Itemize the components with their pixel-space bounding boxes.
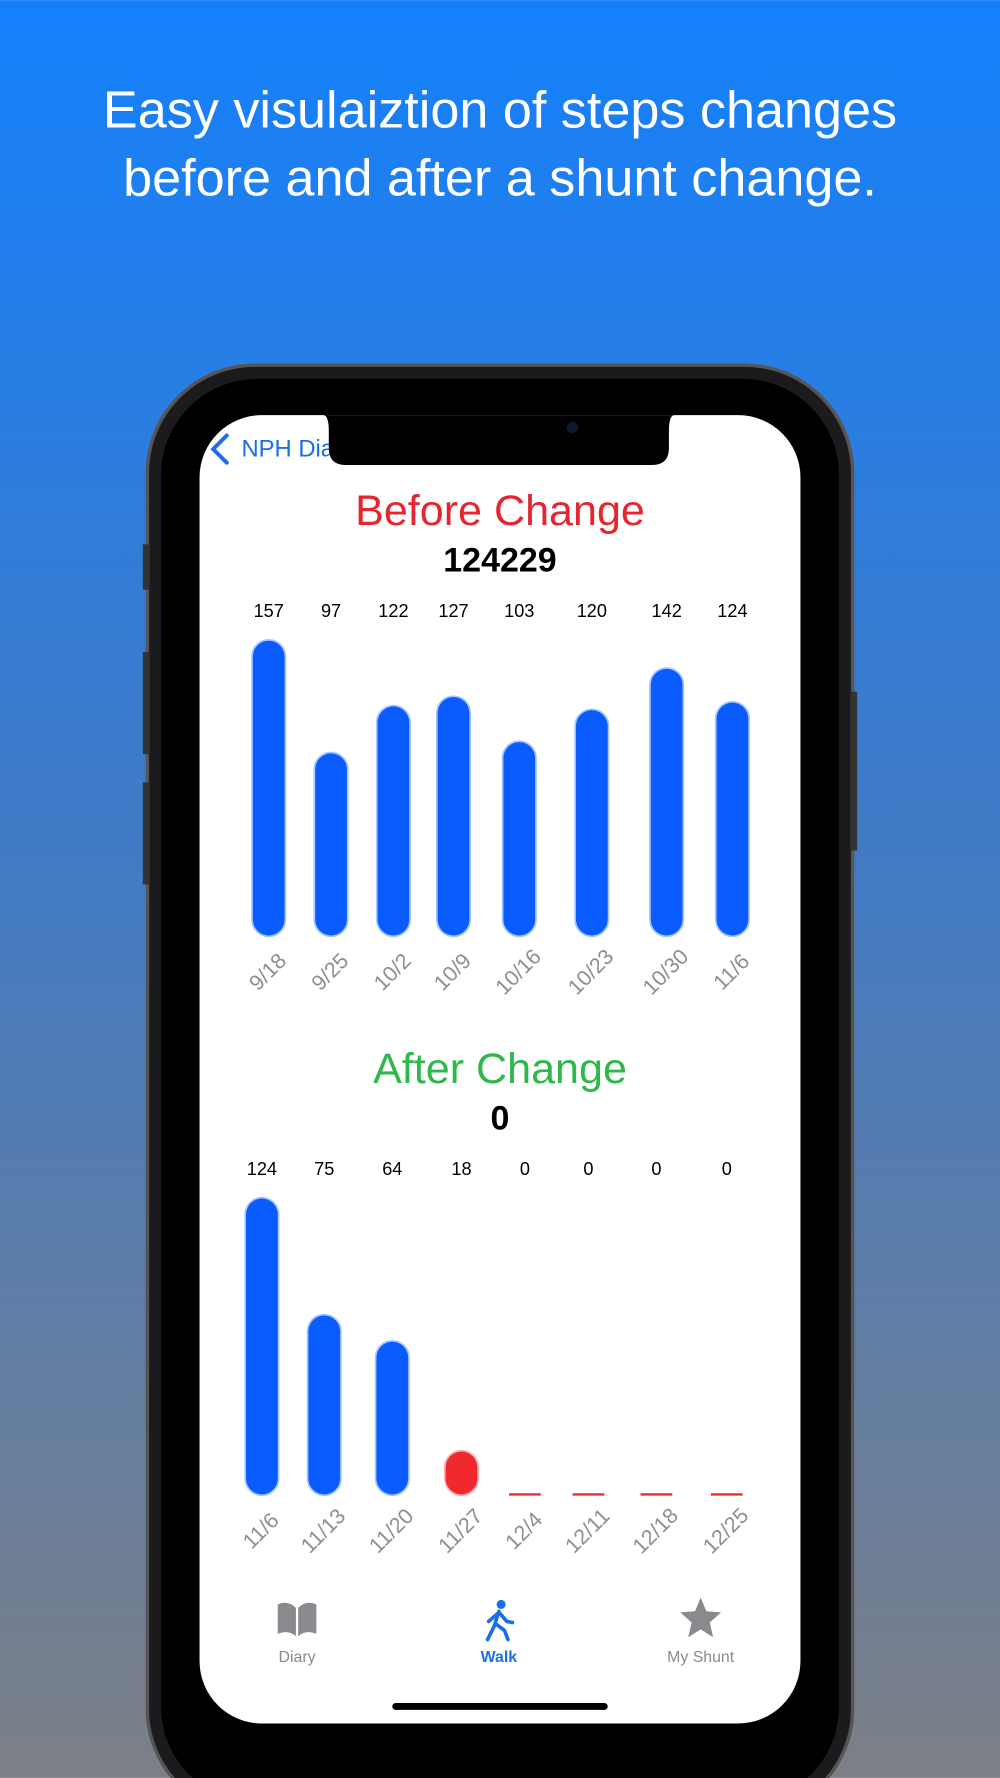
value-label: 120 — [577, 601, 607, 621]
value-label: 0 — [651, 1159, 661, 1179]
value-label: 97 — [321, 601, 341, 621]
camera — [566, 421, 579, 434]
bar — [649, 667, 685, 938]
bar — [574, 708, 610, 938]
tab-my-shunt[interactable] — [680, 1597, 722, 1638]
phone-button — [142, 544, 150, 590]
chart-title: After Change — [373, 1045, 627, 1093]
star-icon — [680, 1597, 722, 1638]
diary-icon — [277, 1602, 317, 1637]
value-label: 0 — [583, 1159, 593, 1179]
bar — [313, 751, 349, 938]
bar — [375, 704, 411, 938]
home-indicator — [392, 1703, 608, 1710]
value-label: 124 — [247, 1159, 277, 1179]
chart-total: 124229 — [443, 541, 556, 579]
bar — [306, 1313, 342, 1497]
value-label: 127 — [438, 601, 468, 621]
headline: Easy visulaiztion of steps changes — [103, 81, 897, 139]
bar — [443, 1449, 480, 1497]
walk-icon — [485, 1609, 515, 1642]
tab-diary[interactable] — [277, 1602, 317, 1637]
screen — [199, 415, 801, 1724]
phone-button — [850, 691, 858, 851]
walk-icon — [496, 1599, 506, 1609]
notch — [323, 415, 675, 465]
tab-bar: Diary Walk My Shunt — [279, 1649, 735, 1666]
value-label: 157 — [254, 601, 284, 621]
value-label: 0 — [520, 1159, 530, 1179]
value-label: 103 — [504, 601, 534, 621]
value-label: 0 — [722, 1159, 732, 1179]
bar — [251, 639, 287, 938]
phone-button — [142, 652, 150, 755]
value-label: 75 — [314, 1159, 334, 1179]
value-label: 122 — [378, 601, 408, 621]
tab-walk[interactable] — [485, 1599, 515, 1642]
value-label: 18 — [451, 1159, 471, 1179]
bar — [244, 1196, 280, 1497]
value-label: 64 — [382, 1159, 402, 1179]
bar — [714, 700, 750, 938]
bar — [435, 695, 472, 938]
tab-label: Walk — [481, 1649, 518, 1666]
back-chevron[interactable] — [210, 433, 229, 465]
tab-label: Diary — [279, 1649, 316, 1666]
headline: before and after a shunt change. — [123, 149, 877, 207]
phone-button — [142, 782, 150, 885]
back-button[interactable]: NPH Dia — [241, 436, 334, 463]
chart-title: Before Change — [355, 487, 645, 535]
tab-label: My Shunt — [667, 1649, 735, 1666]
chart-total: 0 — [491, 1099, 510, 1137]
value-label: 142 — [652, 601, 682, 621]
bar — [374, 1340, 410, 1497]
bar — [501, 740, 537, 938]
value-label: 124 — [717, 601, 747, 621]
